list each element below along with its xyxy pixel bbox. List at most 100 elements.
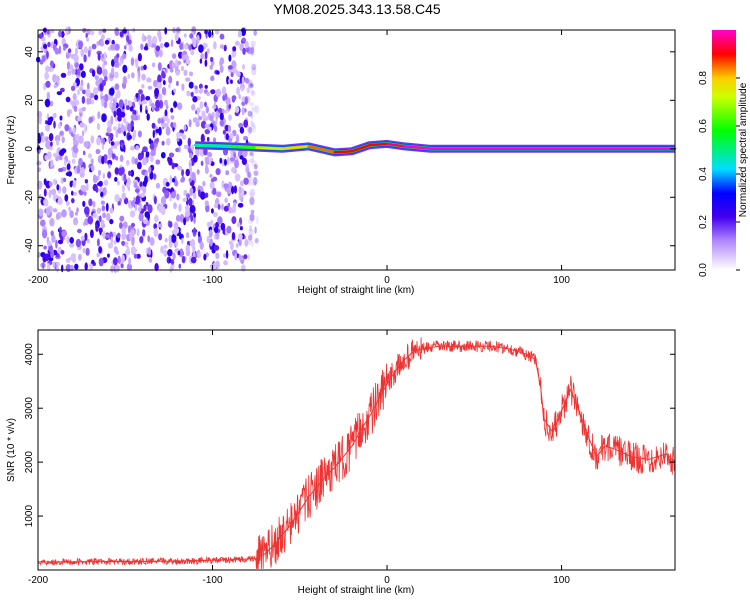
- noise-speckle: [253, 164, 258, 170]
- noise-speckle: [85, 88, 91, 98]
- noise-speckle: [185, 250, 191, 257]
- noise-speckle: [78, 40, 84, 49]
- noise-speckle: [222, 129, 227, 135]
- noise-speckle: [164, 190, 170, 199]
- noise-speckle: [184, 205, 190, 212]
- noise-speckle: [247, 171, 252, 178]
- noise-speckle: [71, 68, 76, 75]
- noise-speckle: [116, 53, 120, 59]
- noise-speckle: [184, 43, 188, 50]
- colorbar-gradient: [712, 30, 736, 270]
- noise-speckle: [143, 45, 149, 51]
- noise-speckle: [149, 237, 155, 246]
- noise-speckle: [48, 181, 53, 187]
- noise-speckle: [83, 54, 87, 63]
- noise-speckle: [65, 53, 70, 59]
- noise-speckle: [170, 39, 174, 47]
- noise-speckle: [178, 263, 182, 269]
- noise-speckle: [155, 129, 160, 133]
- noise-speckle: [127, 185, 131, 192]
- noise-speckle: [49, 217, 55, 227]
- noise-speckle: [214, 29, 220, 35]
- noise-speckle: [246, 172, 252, 179]
- noise-speckle: [50, 60, 54, 68]
- noise-speckle: [86, 238, 90, 244]
- noise-speckle: [102, 138, 106, 145]
- noise-speckle: [251, 106, 255, 112]
- noise-speckle: [249, 102, 254, 107]
- noise-speckle: [123, 130, 126, 137]
- noise-speckle: [143, 64, 147, 71]
- noise-speckle: [77, 116, 82, 122]
- noise-speckle: [96, 238, 100, 247]
- noise-speckle: [98, 257, 104, 267]
- noise-speckle: [84, 232, 88, 241]
- noise-speckle: [176, 137, 180, 142]
- noise-speckle: [161, 122, 167, 128]
- noise-speckle: [102, 28, 107, 33]
- noise-speckle: [186, 59, 191, 65]
- noise-speckle: [241, 76, 245, 85]
- noise-speckle: [197, 235, 202, 244]
- noise-speckle: [53, 120, 56, 129]
- spectrogram-y-tick-label: 0: [24, 146, 35, 152]
- noise-speckle: [153, 173, 157, 180]
- noise-speckle: [59, 130, 64, 136]
- noise-speckle: [88, 116, 92, 124]
- noise-speckle: [244, 239, 249, 247]
- noise-speckle: [68, 126, 72, 135]
- noise-speckle: [213, 212, 218, 218]
- snr-x-tick-label: -100: [203, 575, 223, 586]
- noise-speckle: [151, 103, 155, 112]
- spectrogram-x-tick-label: 0: [384, 275, 390, 286]
- noise-speckle: [152, 129, 155, 139]
- noise-speckle: [162, 80, 166, 86]
- noise-speckle: [56, 261, 60, 267]
- noise-speckle: [121, 192, 126, 200]
- noise-speckle: [188, 44, 192, 51]
- noise-speckle: [167, 249, 173, 257]
- noise-speckle: [60, 87, 65, 93]
- noise-speckle: [42, 254, 47, 263]
- noise-speckle: [174, 180, 179, 187]
- noise-speckle: [119, 154, 124, 162]
- noise-speckle: [50, 141, 53, 147]
- noise-speckle: [175, 70, 180, 76]
- noise-speckle: [179, 213, 185, 223]
- noise-speckle: [59, 115, 63, 121]
- noise-speckle: [139, 104, 143, 113]
- noise-speckle: [126, 35, 130, 43]
- noise-speckle: [104, 76, 108, 82]
- noise-speckle: [60, 177, 65, 184]
- noise-speckle: [170, 107, 174, 113]
- noise-speckle: [215, 110, 219, 120]
- noise-speckle: [213, 101, 217, 109]
- noise-speckle: [198, 189, 201, 197]
- noise-speckle: [80, 79, 84, 86]
- noise-speckle: [46, 91, 51, 101]
- noise-speckle: [82, 89, 87, 95]
- noise-speckle: [189, 205, 195, 213]
- spectrogram-x-tick-label: 100: [553, 275, 570, 286]
- noise-speckle: [123, 144, 126, 153]
- noise-speckle: [248, 126, 253, 134]
- noise-speckle: [205, 163, 208, 170]
- colorbar-tick-label: 0.0: [698, 263, 709, 277]
- noise-speckle: [137, 152, 143, 161]
- noise-speckle: [99, 29, 103, 35]
- noise-speckle: [230, 157, 236, 162]
- noise-speckle: [100, 219, 105, 226]
- noise-speckle: [101, 156, 105, 165]
- noise-speckle: [83, 46, 88, 54]
- noise-speckle: [249, 188, 255, 198]
- noise-speckle: [113, 63, 119, 68]
- noise-speckle: [209, 181, 215, 190]
- noise-speckle: [122, 76, 128, 85]
- noise-speckle: [161, 87, 167, 95]
- noise-speckle: [251, 122, 256, 129]
- noise-speckle: [71, 158, 76, 164]
- noise-speckle: [63, 46, 66, 51]
- noise-speckle: [117, 232, 121, 239]
- noise-speckle: [145, 96, 151, 101]
